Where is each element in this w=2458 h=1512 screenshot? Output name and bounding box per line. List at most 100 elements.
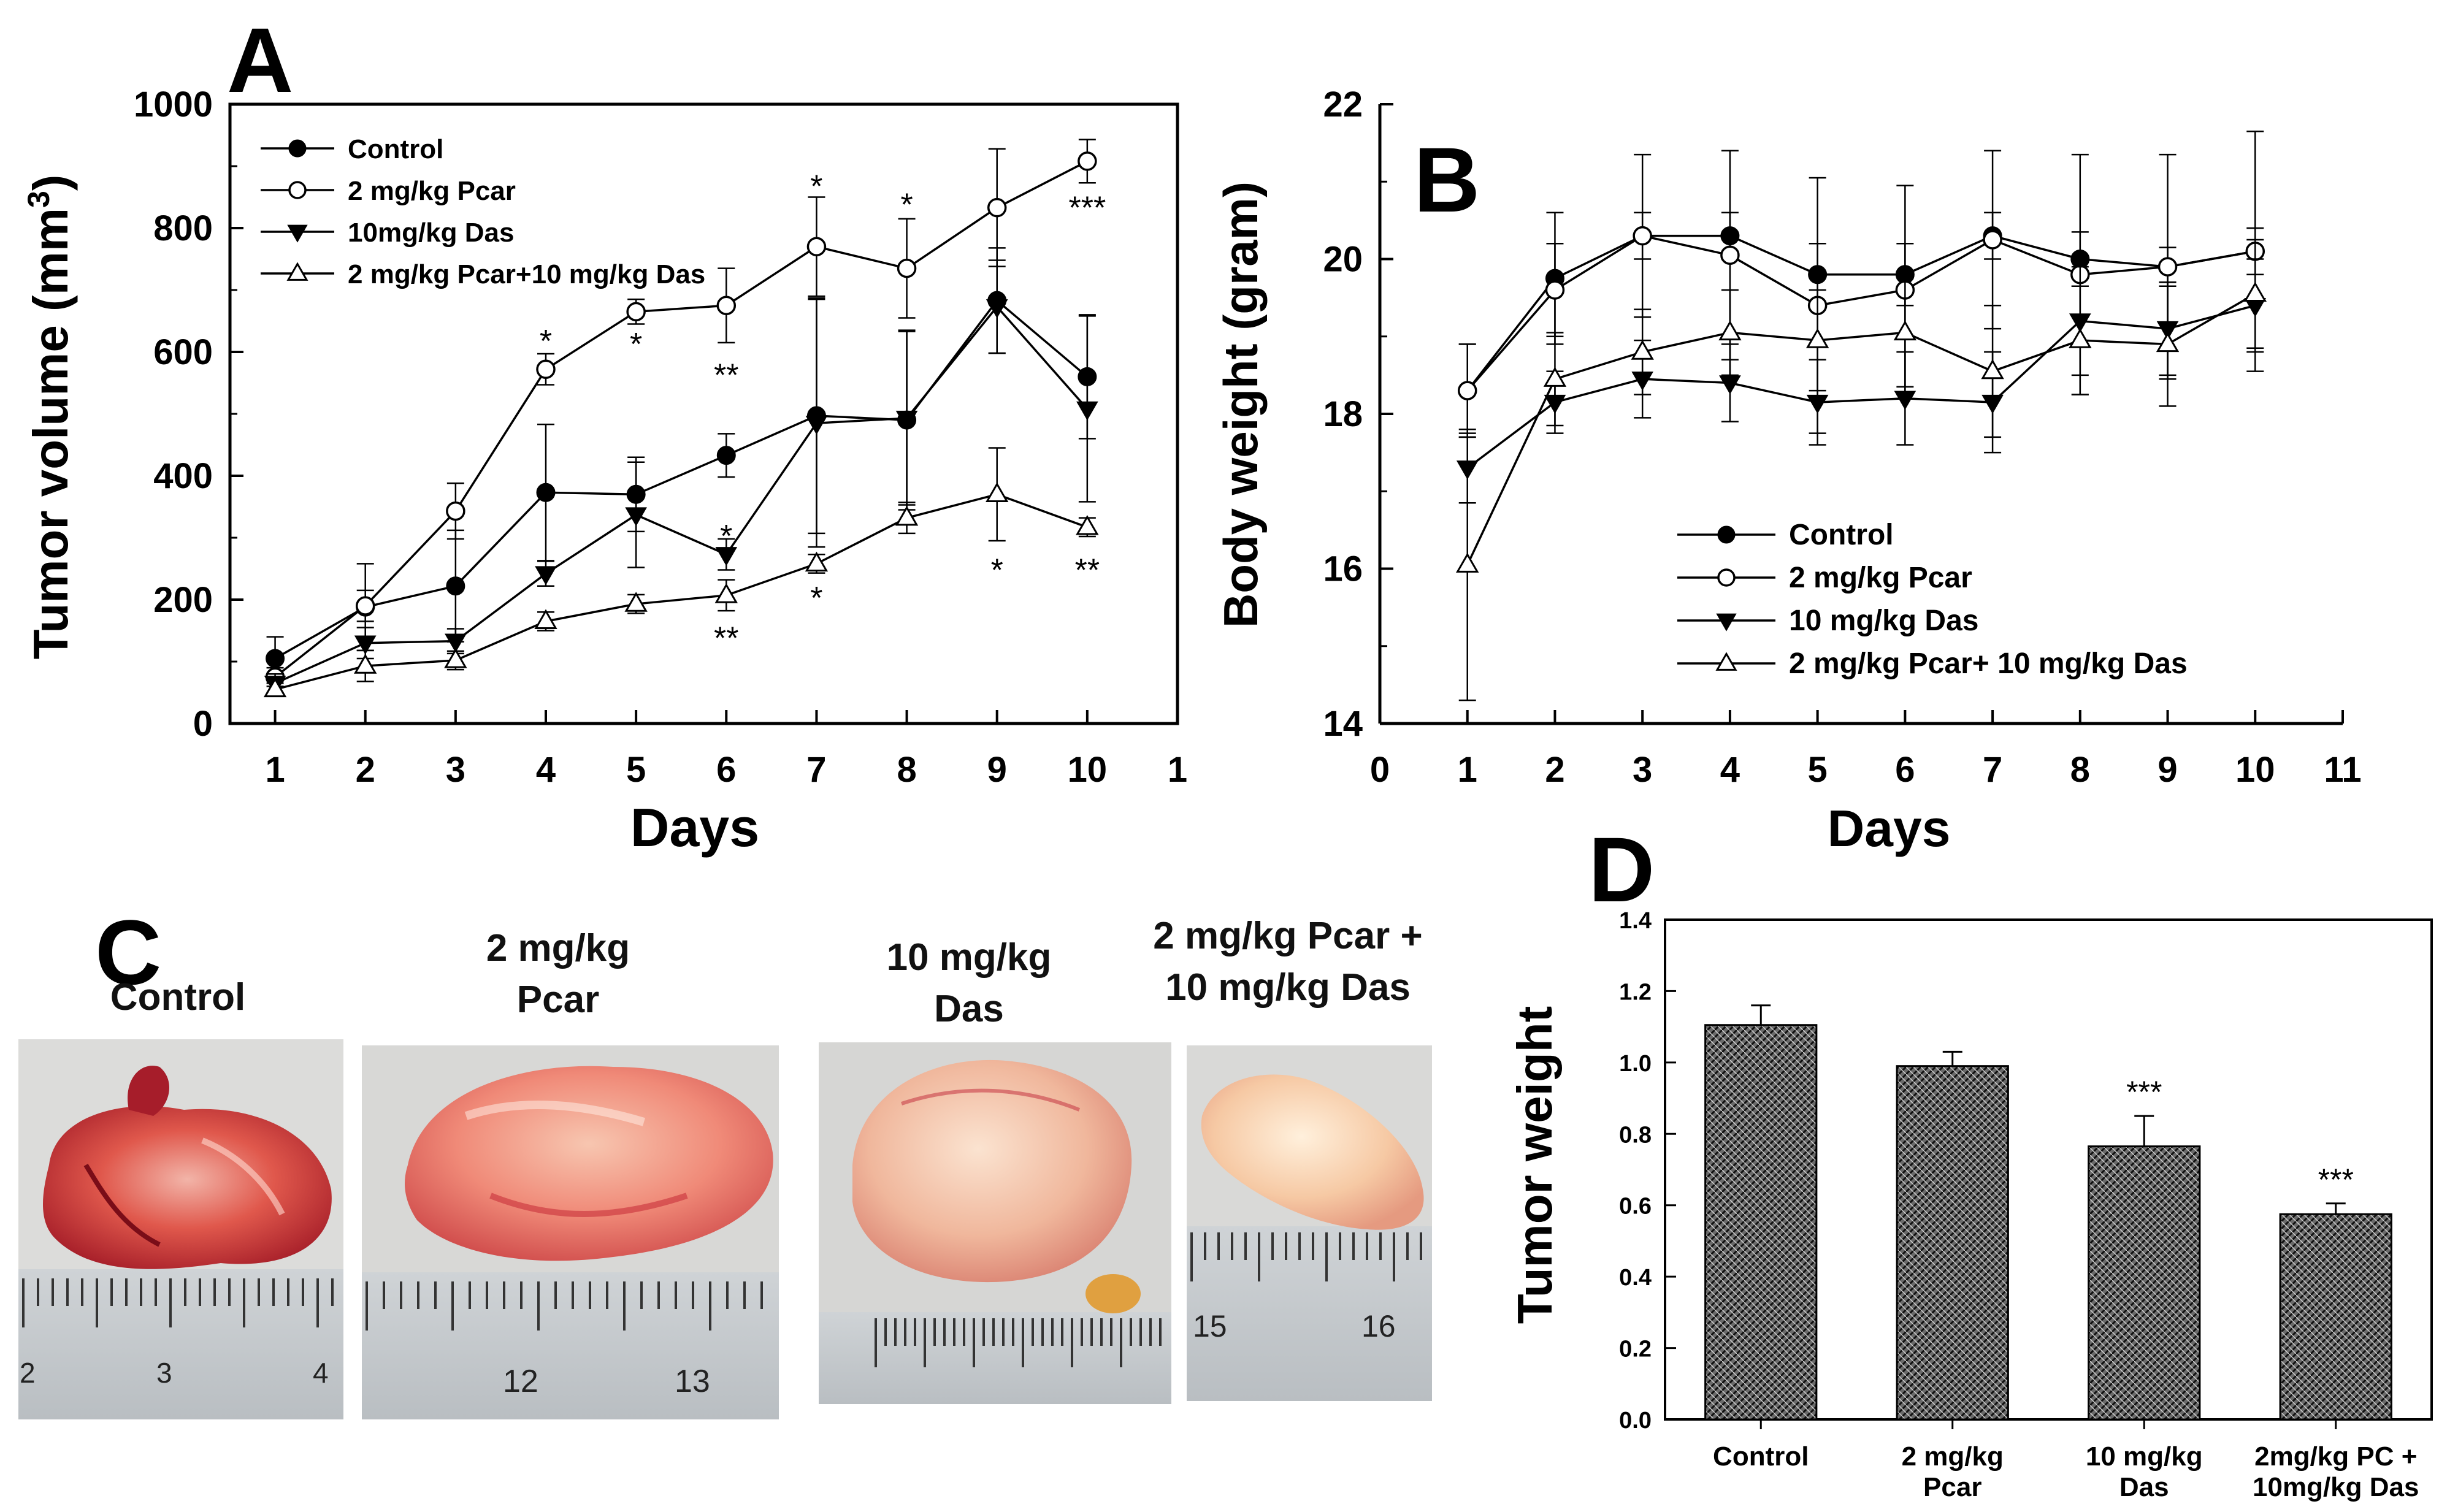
chart-b-xtick-label: 6 — [1895, 750, 1915, 790]
chart-b-xlabel: Days — [1828, 800, 1951, 857]
chart-b-xtick-label: 2 — [1545, 750, 1564, 790]
chart-d-category-label: 10mg/kg Das — [2253, 1472, 2419, 1502]
chart-a-significance-label: * — [720, 519, 732, 554]
chart-a-series-3-point — [1076, 515, 1099, 535]
chart-b-series-1-point — [1545, 280, 1565, 300]
chart-a-xtick-label: 5 — [626, 750, 646, 790]
chart-a-significance-label: * — [900, 188, 913, 223]
photo-caption-combo-line2: 10 mg/kg Das — [1165, 966, 1411, 1009]
chart-a-xtick-label: 6 — [716, 750, 736, 790]
chart-a-significance-label: ** — [1075, 553, 1100, 589]
chart-b-legend-label: 2 mg/kg Pcar — [1789, 562, 1972, 594]
chart-a-significance-label: *** — [1068, 191, 1106, 226]
tumor-photos: 2 3 4 12 13 1 — [18, 1039, 1432, 1419]
chart-a-significance-label: * — [630, 327, 642, 362]
photo-caption-das: 10 mg/kg Das — [834, 932, 1104, 1035]
chart-a-series-0-point — [446, 576, 465, 596]
chart-a-series-2-point — [1076, 401, 1098, 421]
chart-b-legend-label: 2 mg/kg Pcar+ 10 mg/kg Das — [1789, 647, 2188, 680]
photo-combo: 15 16 — [1187, 1045, 1432, 1401]
photo-caption-combo: 2 mg/kg Pcar + 10 mg/kg Das — [1116, 911, 1460, 1014]
chart-b-series-1-point — [1457, 381, 1477, 400]
panel-label-b: B — [1414, 128, 1480, 231]
chart-b-xtick-label: 3 — [1633, 750, 1652, 790]
photo-caption-das-line1: 10 mg/kg — [886, 936, 1052, 979]
chart-b-series-3-point — [2156, 332, 2180, 353]
photo-pcar: 12 13 — [362, 1045, 779, 1419]
chart-a-ylabel: Tumor volume (mm3) — [21, 175, 78, 660]
chart-b-series-1-point — [1983, 230, 2002, 250]
chart-d-ytick-label: 0.8 — [1619, 1122, 1652, 1148]
panel-label-d: D — [1588, 818, 1655, 921]
chart-b-series-2-line — [1466, 304, 2256, 469]
photo-2-ruler-n2: 13 — [675, 1364, 710, 1399]
chart-b-series-3-point — [1893, 320, 1917, 341]
chart-a-xtick-label: 10 — [1068, 750, 1108, 790]
chart-b-xtick-label: 11 — [2324, 750, 2361, 790]
chart-a-ylabel-text: Tumor volume (mm — [23, 208, 78, 659]
photo-caption-combo-line1: 2 mg/kg Pcar + — [1153, 915, 1423, 957]
chart-b-legend-marker — [1715, 652, 1737, 671]
tumor-weight-chart: 0.0 0.2 0.4 0.6 0.8 1.0 1.2 1.4 Control 2 mg/kgPc… — [1507, 908, 2433, 1502]
chart-a-series-2-point — [445, 633, 467, 653]
chart-a-legend-label: Control — [348, 134, 443, 164]
chart-a-series-1-point — [806, 237, 827, 257]
chart-d-bar — [2279, 1213, 2392, 1421]
chart-b-series-3-point — [1543, 367, 1567, 387]
body-weight-chart: 14 16 18 20 22 0 1 2 3 4 5 6 7 8 9 10 11 Control 2 mg/kg P… — [1214, 85, 2362, 857]
photo-1-ruler-n3: 4 — [313, 1357, 329, 1389]
chart-a-series-1-point — [1078, 151, 1097, 171]
chart-a-ytick-label: 800 — [153, 208, 213, 248]
chart-a-series-2-line — [274, 305, 1089, 684]
chart-b-series-3-point — [1718, 320, 1742, 341]
chart-a-ytick-label: 1000 — [134, 85, 213, 124]
panel-label-c: C — [95, 901, 161, 1004]
chart-d-bar — [2088, 1145, 2201, 1421]
photo-2-ruler-n1: 12 — [503, 1364, 538, 1399]
chart-a-series-2-point — [625, 507, 647, 527]
chart-a-xtick-label: 1 — [265, 750, 285, 790]
chart-a-series-1-point — [716, 296, 737, 315]
chart-a-series-3-point — [624, 592, 648, 612]
photo-1-ruler-n1: 2 — [20, 1357, 36, 1389]
chart-b-legend-label: 10 mg/kg Das — [1789, 605, 1978, 637]
chart-b-ytick-label: 18 — [1323, 394, 1363, 434]
chart-d-significance-label: *** — [2318, 1163, 2354, 1197]
chart-a-legend-label: 10mg/kg Das — [348, 218, 514, 248]
chart-b-legend-marker — [1716, 613, 1737, 632]
chart-a-series-0-point — [266, 649, 285, 668]
chart-b-xtick-label: 4 — [1720, 750, 1740, 790]
chart-d-ytick-label: 0.2 — [1619, 1337, 1652, 1362]
chart-a-xtick-label: 7 — [806, 750, 826, 790]
chart-d-ytick-label: 0.0 — [1619, 1408, 1652, 1434]
chart-b-legend-marker — [1717, 568, 1736, 587]
chart-d-ytick-label: 1.0 — [1619, 1051, 1652, 1077]
chart-a-ytick-label: 600 — [153, 332, 213, 372]
chart-d-category-label: 2mg/kg PC + — [2254, 1441, 2417, 1472]
chart-a-series-3-point — [444, 648, 467, 668]
chart-a-series-3-point — [534, 609, 557, 630]
chart-b-xtick-label: 8 — [2070, 750, 2090, 790]
chart-d-ytick-label: 0.6 — [1619, 1194, 1652, 1220]
chart-b-series-1-line — [1466, 234, 2256, 392]
chart-b-series-3-point — [1981, 359, 2004, 380]
chart-b-series-1-point — [1633, 226, 1652, 246]
panel-label-a: A — [227, 9, 293, 112]
chart-a-series-2-point — [986, 299, 1008, 319]
chart-a-significance-label: * — [810, 169, 822, 204]
chart-b-series-2-point — [1719, 375, 1741, 395]
chart-a-series-1-point — [987, 197, 1007, 218]
chart-a-legend-label: 2 mg/kg Pcar — [348, 176, 516, 206]
chart-b-series-2-point — [1894, 391, 1916, 410]
chart-a-series-3-line — [275, 493, 1088, 691]
chart-b-xtick-label: 0 — [1370, 750, 1390, 790]
photo-caption-pcar-line1: 2 mg/kg — [486, 927, 630, 969]
chart-b-series-3-point — [1631, 340, 1654, 360]
chart-a-legend-marker — [287, 224, 308, 243]
chart-a-series-2-point — [895, 410, 918, 430]
chart-d-bar — [1704, 1024, 1818, 1421]
chart-a-significance-label: ** — [714, 357, 738, 393]
chart-a-series-3-point — [895, 505, 919, 526]
chart-a-series-2-point — [715, 547, 738, 567]
